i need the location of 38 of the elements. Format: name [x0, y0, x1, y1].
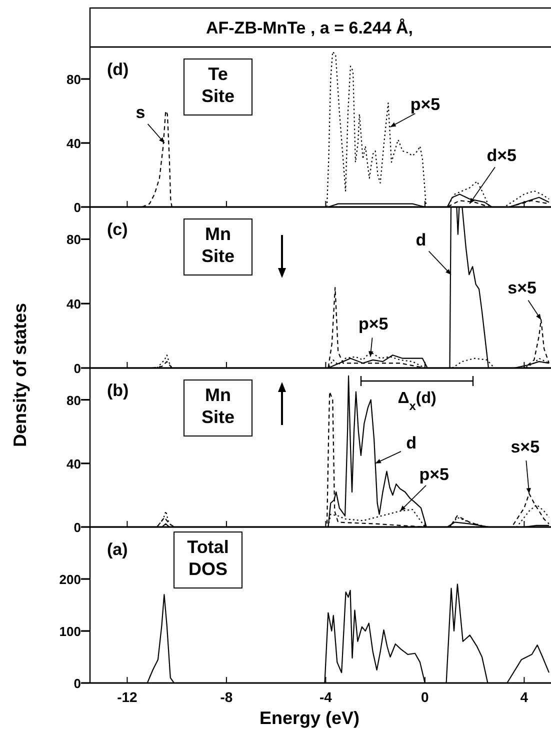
- annotation: Mn Site: [201, 385, 235, 427]
- y-tick-label: 0: [74, 520, 81, 535]
- x-tick-label: 0: [421, 689, 430, 705]
- y-tick-label: 0: [74, 676, 81, 691]
- y-axis-title: Density of states: [10, 302, 30, 448]
- x-tick-label: -12: [117, 689, 138, 705]
- y-tick-label: 40: [66, 136, 81, 151]
- annotation: p×5: [358, 314, 388, 334]
- x-axis-title: Energy (eV): [259, 708, 360, 728]
- y-tick-label: 40: [66, 456, 81, 472]
- annotation: (d): [107, 60, 129, 79]
- annotation: d×5: [486, 146, 516, 165]
- x-tick-label: 4: [520, 689, 528, 705]
- chart-title: AF-ZB-MnTe , a = 6.244 Å,: [206, 18, 414, 38]
- annotation: Total DOS: [187, 537, 229, 579]
- annotation: p×5: [419, 465, 450, 484]
- y-tick-label: 80: [66, 72, 81, 87]
- y-tick-label: 80: [66, 392, 81, 408]
- annotation: s: [136, 103, 146, 122]
- annotation: Δ$_{x}$(d): [398, 390, 436, 413]
- annotation: Mn Site: [201, 224, 235, 266]
- annotation: Te Site: [201, 64, 235, 106]
- annotation: s×5: [510, 438, 540, 457]
- annotation: s×5: [508, 278, 536, 298]
- y-tick-label: 80: [66, 232, 81, 248]
- y-tick-label: 0: [74, 361, 81, 376]
- annotation: (b): [107, 381, 129, 400]
- y-tick-label: 100: [59, 624, 81, 639]
- x-tick-label: -4: [319, 689, 332, 705]
- x-tick-label: -8: [220, 689, 233, 705]
- annotation: p×5: [410, 95, 440, 114]
- annotation: d: [416, 230, 426, 250]
- y-tick-label: 0: [74, 200, 81, 215]
- y-tick-label: 40: [66, 296, 81, 312]
- annotation: (c): [107, 220, 128, 239]
- annotation: (a): [107, 540, 128, 559]
- y-tick-label: 200: [59, 572, 81, 587]
- annotation: d: [406, 433, 417, 452]
